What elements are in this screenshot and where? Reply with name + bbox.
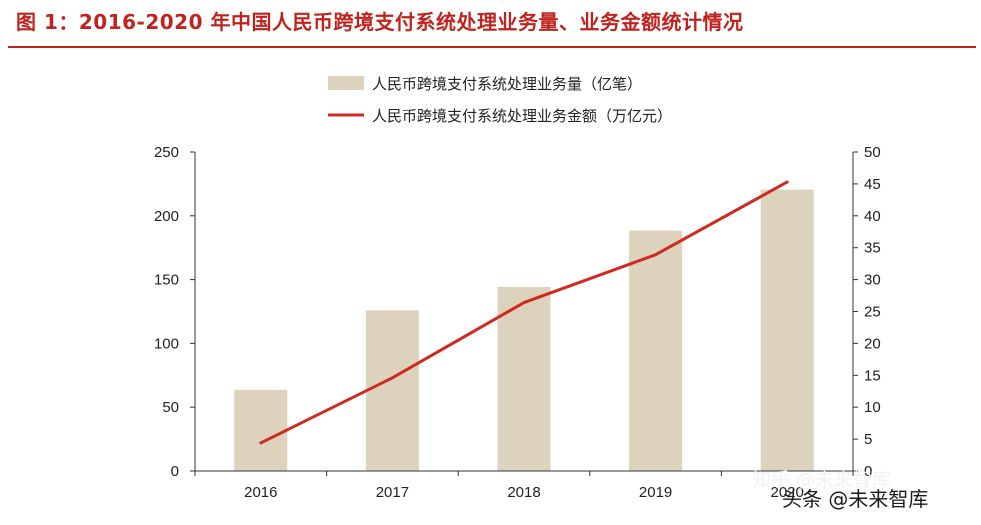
line-point-2018 [522,301,526,305]
y-right-tick-label: 45 [864,176,881,193]
bar-2018 [497,287,551,471]
bar-2016 [234,389,288,471]
x-tick-label: 2018 [507,484,540,501]
y-right-tick-label: 50 [864,144,881,161]
y-right-tick-label: 0 [864,463,872,480]
y-left-tick-label: 50 [162,399,179,416]
watermark-dark: 头条 @未来智库 [782,487,928,511]
y-left-tick-label: 100 [154,335,179,352]
x-tick-label: 2020 [771,484,804,501]
legend-label-bar: 人民币跨境支付系统处理业务量（亿笔） [372,75,642,93]
y-right-tick-label: 35 [864,240,881,257]
x-tick-label: 2019 [639,484,672,501]
y-right-tick-label: 5 [864,431,872,448]
y-right-tick-label: 40 [864,208,881,225]
line-point-2019 [654,253,658,257]
y-left-tick-label: 150 [154,272,179,289]
bar-2017 [365,310,419,471]
x-tick-label: 2017 [376,484,409,501]
legend-label-line: 人民币跨境支付系统处理业务金额（万亿元） [372,107,672,125]
y-left-tick-label: 0 [171,463,179,480]
bar-2019 [629,230,683,471]
legend-swatch-bar [328,76,364,90]
y-right-tick-label: 10 [864,399,881,416]
y-right-tick-label: 30 [864,272,881,289]
title-divider [8,46,976,48]
watermark-light: 知乎 @未来智库 [752,469,891,491]
y-right-tick-label: 15 [864,367,881,384]
y-left-tick-label: 200 [154,208,179,225]
y-right-tick-label: 20 [864,335,881,352]
line-point-2017 [390,376,394,380]
bar-2020 [760,189,814,471]
y-left-tick-label: 250 [154,144,179,161]
legend: 人民币跨境支付系统处理业务量（亿笔） 人民币跨境支付系统处理业务金额（万亿元） [328,75,672,125]
line-point-2020 [785,180,789,184]
line-point-2016 [259,441,263,445]
x-tick-label: 2016 [244,484,277,501]
figure-title: 图 1：2016-2020 年中国人民币跨境支付系统处理业务量、业务金额统计情况 [16,10,744,34]
y-right-tick-label: 25 [864,304,881,321]
